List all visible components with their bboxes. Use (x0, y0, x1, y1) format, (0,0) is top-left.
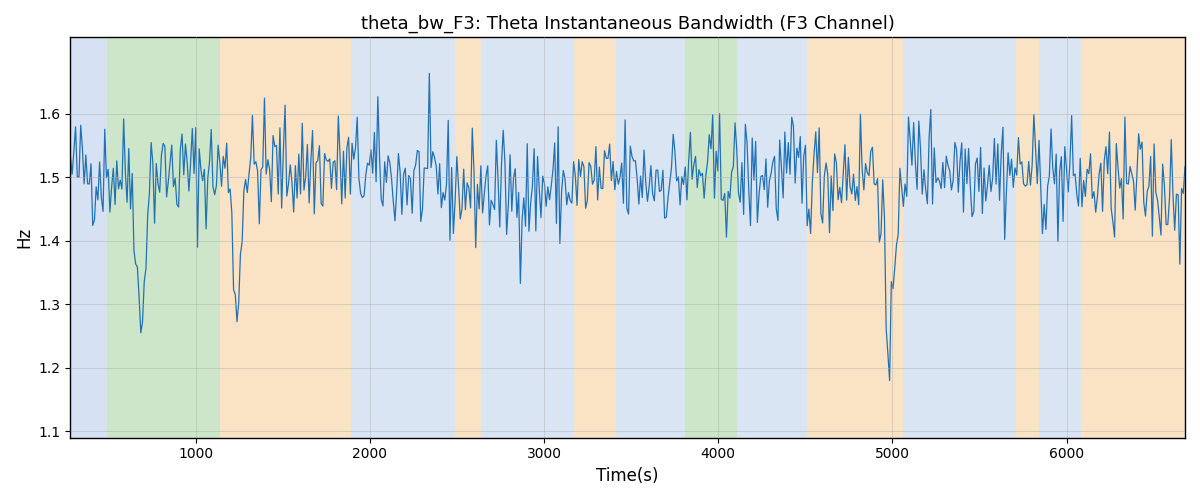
X-axis label: Time(s): Time(s) (596, 467, 659, 485)
Bar (481, 38, 574, 438)
Bar (350, 38, 455, 438)
Y-axis label: Hz: Hz (14, 227, 32, 248)
Bar (455, 38, 481, 438)
Bar (1016, 38, 1039, 438)
Title: theta_bw_F3: Theta Instantaneous Bandwidth (F3 Channel): theta_bw_F3: Theta Instantaneous Bandwid… (361, 15, 895, 34)
Bar (685, 38, 738, 438)
Bar (616, 38, 685, 438)
Bar (71, 38, 107, 438)
Bar (902, 38, 1016, 438)
Bar (1039, 38, 1080, 438)
Bar (220, 38, 350, 438)
Bar (107, 38, 220, 438)
Bar (574, 38, 616, 438)
Bar (808, 38, 902, 438)
Bar (1080, 38, 1184, 438)
Bar (738, 38, 808, 438)
